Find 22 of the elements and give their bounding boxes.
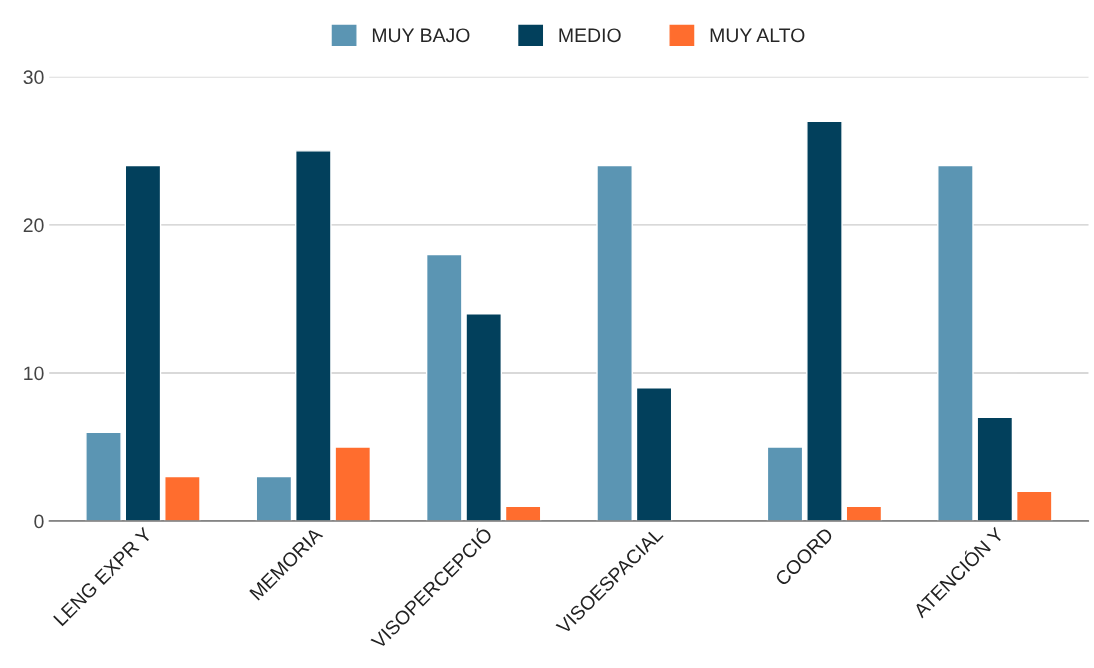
y-tick-label: 20 [23, 218, 44, 233]
bar [295, 150, 332, 522]
bar [806, 120, 843, 522]
bar [425, 253, 463, 522]
bar [596, 164, 633, 522]
bar [334, 446, 372, 522]
bar [164, 475, 201, 522]
bar [937, 164, 974, 522]
y-tick-label: 0 [34, 514, 44, 529]
y-tick-label: 30 [23, 70, 44, 85]
y-tick-label: 10 [24, 366, 44, 381]
bar [465, 313, 502, 522]
legend-label: MEDIO [559, 28, 621, 43]
bar [766, 446, 804, 522]
bar [635, 387, 673, 522]
bar [85, 431, 122, 522]
legend-label: MUY BAJO [372, 28, 470, 43]
bar [255, 475, 293, 522]
bar [1015, 490, 1053, 522]
legend-label: MUY ALTO [710, 28, 805, 43]
bar [976, 416, 1014, 522]
bar [124, 164, 162, 522]
